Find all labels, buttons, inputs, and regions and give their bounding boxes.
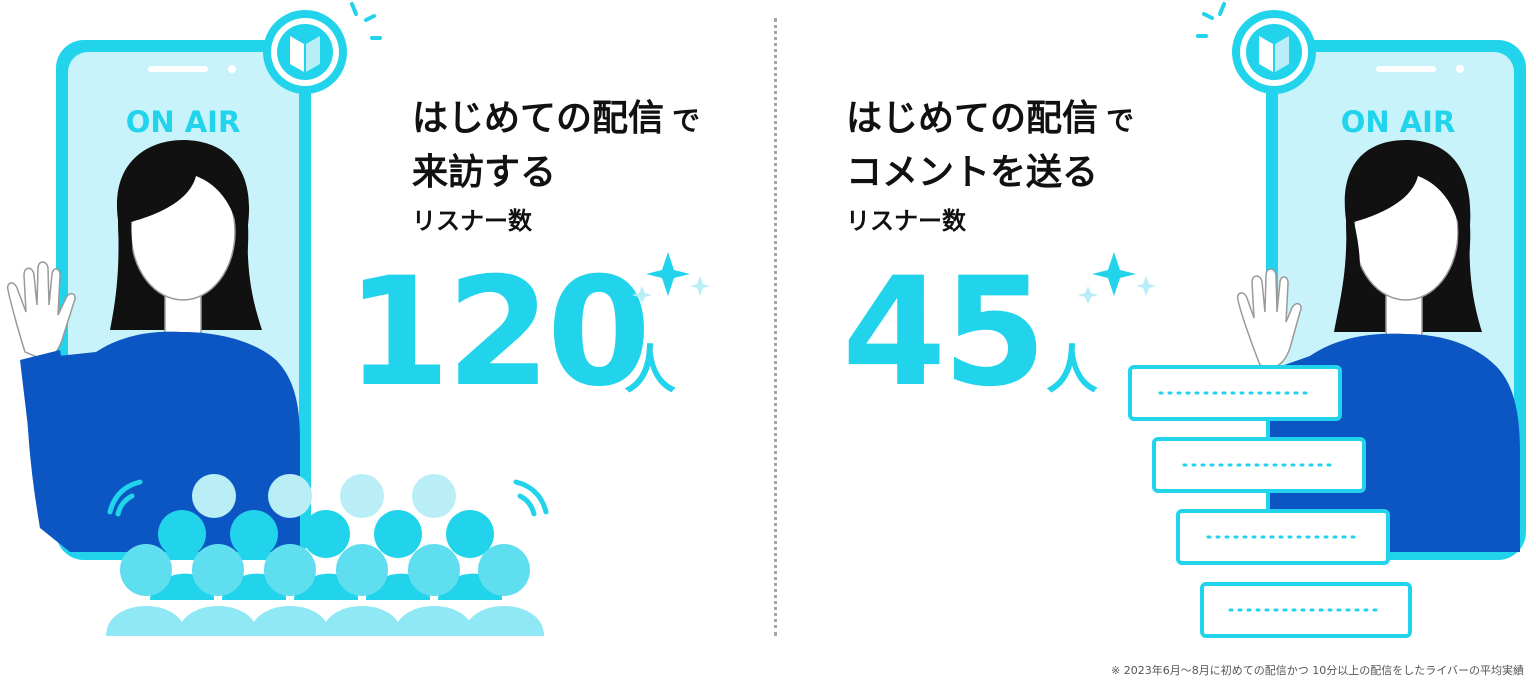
left-illustration: ON AIR — [6, 2, 549, 636]
beginner-mark-icon — [1196, 2, 1316, 94]
waving-hand-icon — [6, 261, 76, 361]
comment-bubble-icon — [1128, 365, 1412, 638]
left-heading-line3: リスナー数 — [412, 207, 532, 235]
left-heading-particle: で — [672, 104, 701, 137]
sparkle-icon — [632, 252, 710, 304]
right-stat-value: 45 — [842, 246, 1047, 420]
right-heading-line1: はじめての配信で — [846, 96, 1134, 141]
left-phone-label: ON AIR — [126, 105, 241, 139]
left-stat-value: 120 — [346, 246, 651, 420]
wave-icon — [107, 479, 549, 517]
right-heading-line3: リスナー数 — [846, 207, 966, 235]
crowd-group — [106, 474, 544, 636]
right-illustration: ON AIR — [1128, 2, 1526, 638]
left-heading-line1: はじめての配信で — [412, 96, 700, 141]
right-heading-main: はじめての配信 — [846, 98, 1099, 139]
right-heading-line2: コメントを送る — [846, 152, 1099, 193]
left-stat-unit: 人 — [624, 341, 677, 401]
left-heading-main: はじめての配信 — [412, 98, 665, 139]
center-divider — [774, 18, 777, 636]
sparkle-icon — [1078, 252, 1156, 304]
beginner-mark-icon — [263, 2, 382, 94]
left-heading-line2: 来訪する — [412, 152, 557, 193]
footnote: ※ 2023年6月～8月に初めての配信かつ 10分以上の配信をしたライバーの平均… — [1111, 664, 1524, 677]
waving-hand-icon — [1236, 268, 1302, 369]
right-stat-unit: 人 — [1046, 341, 1099, 401]
right-heading-particle: で — [1106, 104, 1135, 137]
right-phone-label: ON AIR — [1341, 105, 1456, 139]
